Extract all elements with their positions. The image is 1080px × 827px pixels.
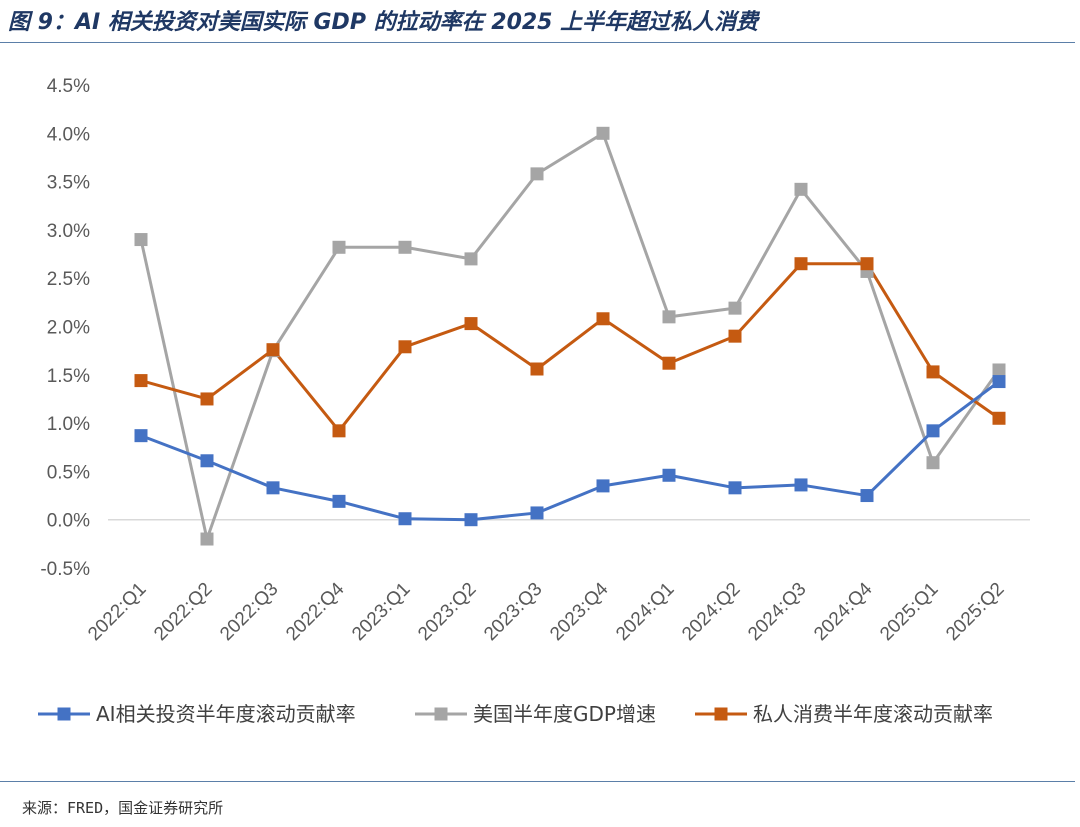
data-point-marker [992,375,1006,389]
x-tick-label: 2022:Q2 [150,579,216,645]
y-tick-label: 2.0% [47,318,90,339]
data-point-marker [464,513,478,527]
x-tick-label: 2022:Q1 [84,579,150,645]
x-tick-label: 2025:Q1 [876,579,942,645]
data-point-marker [530,362,544,376]
data-point-marker [596,312,610,326]
data-point-marker [200,392,214,406]
legend-label: 美国半年度GDP增速 [473,702,656,726]
chart-title: 图 9：AI 相关投资对美国实际 GDP 的拉动率在 2025 上半年超过私人消… [8,10,759,35]
legend-label: AI相关投资半年度滚动贡献率 [96,702,356,726]
x-tick-label: 2023:Q3 [480,579,546,645]
footer-divider [0,781,1075,782]
data-point-marker [530,167,544,181]
y-tick-label: 1.0% [47,414,90,435]
data-point-marker [596,126,610,140]
x-axis-ticks: 2022:Q1 2022:Q2 2022:Q3 2022:Q4 2023:Q1 2023:… [84,578,1008,645]
x-tick-label: 2022:Q3 [216,579,282,645]
title-divider [0,42,1075,43]
data-point-marker [662,356,676,370]
series-lines [139,131,1001,541]
data-point-marker [398,512,412,526]
x-tick-label: 2023:Q1 [348,579,414,645]
x-tick-label: 2025:Q2 [942,579,1008,645]
series-line [140,262,1000,433]
data-point-marker [398,240,412,254]
data-point-marker [926,424,940,438]
legend-swatch-marker [714,707,728,721]
data-point-marker [332,240,346,254]
data-point-marker [992,411,1006,425]
legend-swatch-marker [434,707,448,721]
x-tick-label: 2024:Q2 [678,579,744,645]
data-point-marker [134,429,148,443]
data-point-marker [398,340,412,354]
series-line [140,380,1000,522]
y-tick-label: 3.5% [47,173,90,194]
data-point-marker [332,494,346,508]
data-point-marker [728,481,742,495]
y-tick-label: 1.5% [47,366,90,387]
y-tick-label: 2.5% [47,269,90,290]
data-point-marker [860,489,874,503]
x-tick-label: 2024:Q1 [612,579,678,645]
y-tick-label: 4.5% [47,76,90,97]
y-tick-label: 0.5% [47,462,90,483]
data-point-marker [134,233,148,247]
x-tick-label: 2024:Q3 [744,579,810,645]
legend: AI相关投资半年度滚动贡献率 美国半年度GDP增速 私人消费半年度滚动贡献率 [38,702,993,726]
data-point-marker [728,329,742,343]
data-point-marker [794,182,808,196]
data-point-marker [926,365,940,379]
series-line [139,131,1001,541]
data-point-marker [200,454,214,468]
data-point-marker [662,468,676,482]
series-markers [134,126,1006,546]
legend-label: 私人消费半年度滚动贡献率 [753,702,993,726]
data-point-marker [728,301,742,315]
data-point-marker [266,343,280,357]
data-point-marker [530,506,544,520]
data-point-marker [134,374,148,388]
data-point-marker [926,456,940,470]
y-tick-label: 3.0% [47,221,90,242]
x-tick-label: 2024:Q4 [810,578,877,645]
x-tick-label: 2022:Q4 [282,578,349,645]
data-point-marker [662,310,676,324]
y-axis-ticks: -0.5% 0.0% 0.5% 1.0% 1.5% 2.0% 2.5% 3.0% 3.5% 4.0… [40,76,90,580]
y-tick-label: 0.0% [47,511,90,532]
data-point-marker [992,363,1006,377]
data-point-marker [596,479,610,493]
data-point-marker [464,252,478,266]
y-tick-label: -0.5% [40,559,90,580]
data-point-marker [860,257,874,271]
data-point-marker [266,481,280,495]
data-point-marker [794,478,808,492]
source-note: 来源：FRED，国金证券研究所 [22,799,224,817]
x-tick-label: 2023:Q2 [414,579,480,645]
data-point-marker [200,532,214,546]
line-chart: -0.5% 0.0% 0.5% 1.0% 1.5% 2.0% 2.5% 3.0% 3.5% 4.0… [38,76,1030,726]
data-point-marker [794,257,808,271]
data-point-marker [464,317,478,331]
y-tick-label: 4.0% [47,124,90,145]
data-point-marker [332,424,346,438]
x-tick-label: 2023:Q4 [546,578,613,645]
legend-swatch-marker [57,707,71,721]
